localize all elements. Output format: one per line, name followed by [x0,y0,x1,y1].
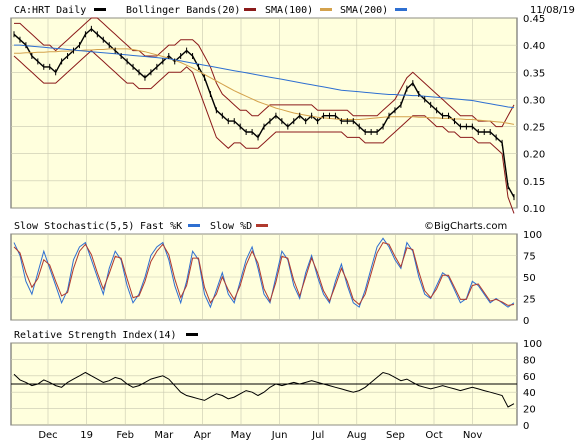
price-y-tick: 0.40 [523,41,545,52]
x-tick-label: 19 [80,430,93,441]
price-series-3 [14,48,515,125]
fastk-swatch [188,224,200,227]
rsi-series-0 [13,371,515,408]
price-series-1 [14,17,515,128]
sma100-label: SMA(100) [265,5,313,16]
price-y-tick: 0.15 [523,177,545,188]
sma200-label: SMA(200) [340,5,388,16]
stoch-series-0 [13,237,515,309]
stoch-series [13,237,515,309]
x-tick-label: Nov [463,430,483,441]
stoch-y-tick: 25 [523,295,536,306]
price-legend: CA:HRT Daily Bollinger Bands(20) SMA(100… [14,5,575,16]
price-y-tick: 0.20 [523,150,545,161]
rsi-y-tick: 80 [523,355,536,366]
x-tick-label: Oct [425,430,442,441]
stoch-y-tick: 50 [523,273,536,284]
stoch-slow-label: Slow %D [210,221,252,232]
rsi-y-tick: 0 [523,421,529,432]
rsi-series [13,371,515,408]
symbol-label: CA:HRT Daily [14,5,86,16]
bigcharts-credit: ©BigCharts.com [424,221,507,232]
stoch-title: Slow Stochastic(5,5) [14,221,134,232]
price-series-4 [14,44,515,109]
stoch-y-ticks: 0 25 50 75 100 [523,230,542,327]
x-tick-label: Feb [116,430,134,441]
price-y-tick: 0.25 [523,123,545,134]
price-y-ticks: 0.10 0.15 0.20 0.25 0.30 0.35 0.40 0.45 [523,14,545,215]
bb-swatch [244,8,256,11]
price-swatch [94,8,106,11]
x-tick-label: Apr [194,430,212,441]
stoch-fast-label: Fast %K [140,221,182,232]
price-y-tick: 0.45 [523,14,545,25]
stoch-y-tick: 100 [523,230,542,241]
sma100-swatch [320,8,332,11]
rsi-y-tick: 40 [523,388,536,399]
rsi-y-tick: 20 [523,405,536,416]
rsi-swatch [186,333,198,336]
chart-date: 11/08/19 [530,5,575,16]
price-series-2 [13,49,515,214]
x-tick-label: Aug [347,430,367,441]
rsi-title: Relative Strength Index(14) [14,330,177,341]
price-series [13,17,515,214]
sma200-swatch [395,8,407,11]
x-tick-label: Mar [154,430,174,441]
stoch-y-tick: 0 [523,316,529,327]
slowd-swatch [256,224,268,227]
x-tick-label: May [231,430,252,441]
rsi-y-tick: 60 [523,372,536,383]
x-tick-label: Sep [386,430,405,441]
x-tick-label: Jun [271,430,288,441]
rsi-y-ticks: 0 20 40 60 80 100 [523,339,542,432]
x-tick-label: Dec [38,430,57,441]
stoch-series-1 [13,242,515,306]
price-panel [10,17,518,209]
x-axis-labels: Dec 19 Feb Mar Apr May Jun Jul Aug Sep Oct Nov [38,430,482,441]
stoch-grid [11,233,517,321]
rsi-y-tick: 100 [523,339,542,350]
stoch-y-tick: 75 [523,252,536,263]
bb-label: Bollinger Bands(20) [126,5,240,16]
price-y-tick: 0.35 [523,68,545,79]
price-y-tick: 0.10 [523,204,545,215]
price-y-tick: 0.30 [523,95,545,106]
x-tick-label: Jul [311,430,324,441]
